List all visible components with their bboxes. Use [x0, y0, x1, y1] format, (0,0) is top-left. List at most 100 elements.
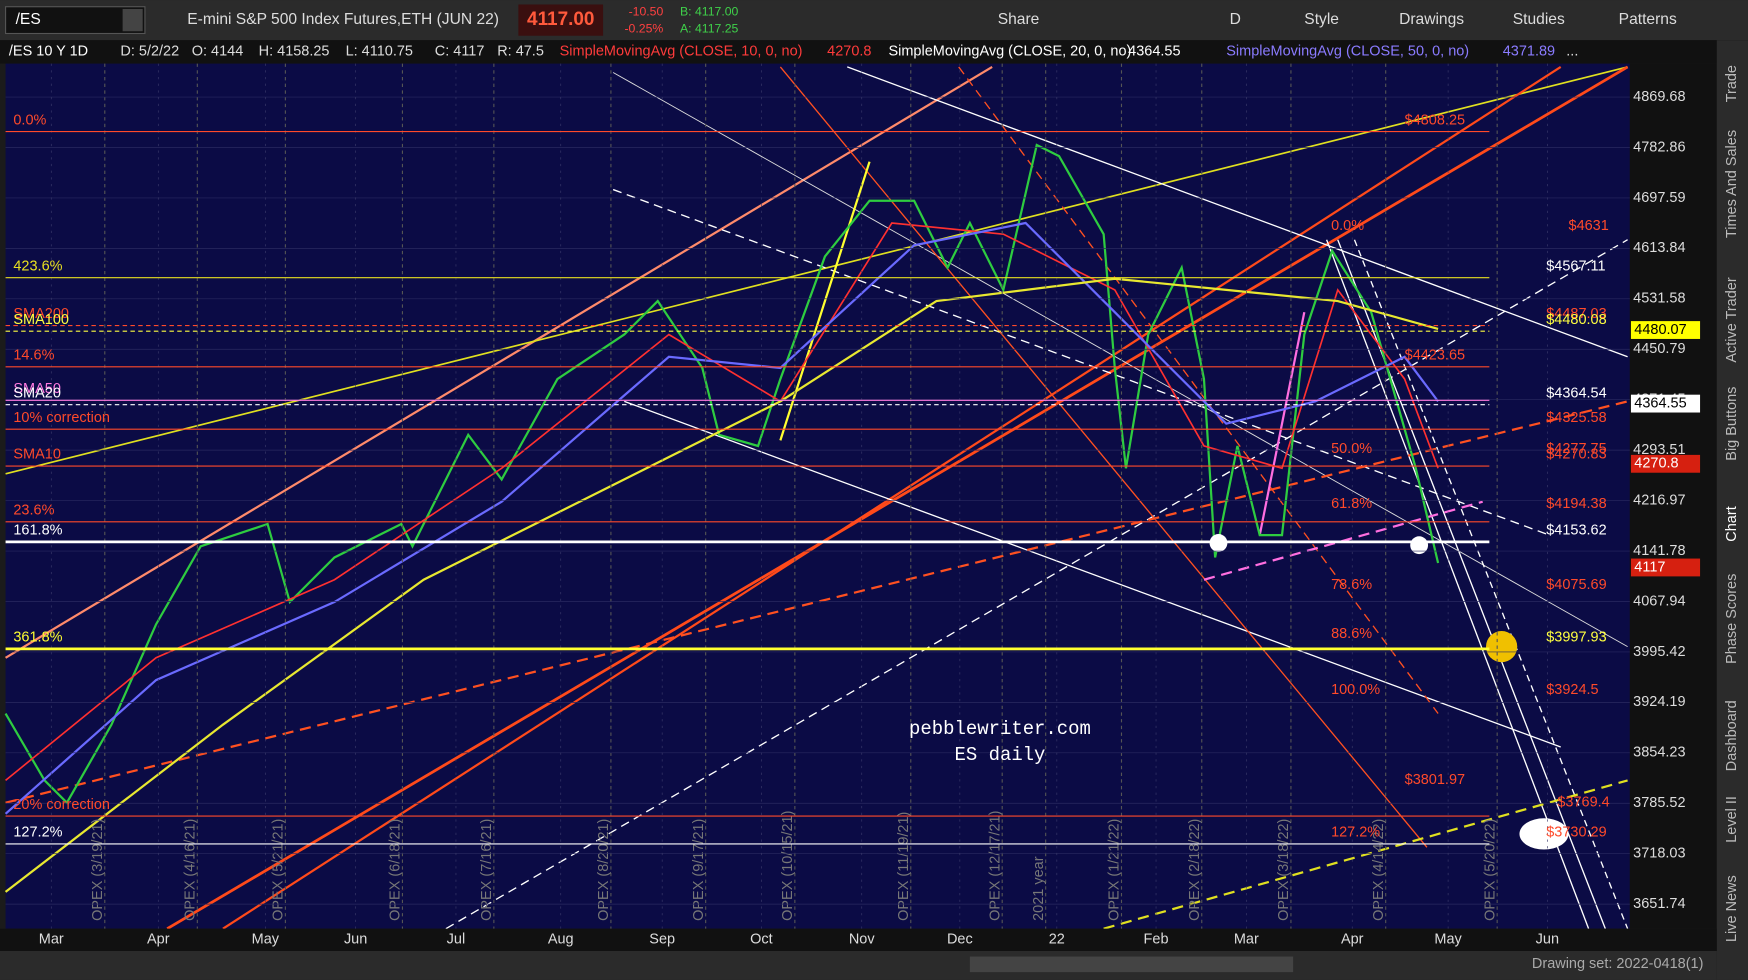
sidebar-tab[interactable]: Chart	[1724, 506, 1740, 541]
level-label: 127.2%	[13, 825, 62, 841]
level-price-label: $4631	[1569, 218, 1609, 234]
study-symbol: /ES 10 Y 1D	[9, 44, 88, 60]
price-flag	[1630, 454, 1701, 473]
study-sma50: SimpleMovingAvg (CLOSE, 50, 0, no)	[1226, 44, 1469, 60]
level-label: SMA200	[13, 306, 69, 322]
bid: B: 4117.00	[680, 5, 739, 19]
fib-label: 88.6%	[1331, 626, 1372, 642]
study-sma50-value: 4371.89	[1503, 44, 1555, 60]
level-price-label: $3730.29	[1546, 825, 1606, 841]
price-tick-label: 4450.79	[1633, 341, 1685, 357]
time-tick-label: 22	[1049, 932, 1065, 948]
study-date: D: 5/2/22	[120, 44, 179, 60]
level-price-label: $3801.97	[1405, 772, 1465, 788]
time-tick-label: Jul	[447, 932, 466, 948]
opex-label: OPEX (12/17/21)	[987, 811, 1003, 921]
trendline	[958, 66, 1439, 714]
price-flag	[1630, 394, 1701, 413]
toolbar-button-label[interactable]: Patterns	[1619, 11, 1677, 28]
level-price-label: $4194.38	[1546, 496, 1606, 512]
price-flag	[1630, 558, 1701, 577]
level-label: 10% correction	[13, 410, 110, 426]
sidebar	[1716, 40, 1748, 980]
time-tick-label: Aug	[548, 932, 574, 948]
level-price-label: $4808.25	[1405, 112, 1465, 128]
price-flag-label: 4480.07	[1634, 322, 1686, 338]
trendline	[5, 400, 1628, 804]
fib-label: 78.6%	[1331, 577, 1372, 593]
sidebar-tab[interactable]: Level II	[1724, 796, 1740, 843]
study-high: H: 4158.25	[259, 44, 330, 60]
sidebar-tab[interactable]: Big Buttons	[1724, 387, 1740, 461]
time-tick-label: Jun	[1536, 932, 1559, 948]
time-tick-label: Feb	[1144, 932, 1169, 948]
study-open: O: 4144	[192, 44, 244, 60]
level-label: 161.8%	[13, 523, 62, 539]
opex-label: OPEX (4/16/21)	[182, 819, 198, 921]
fib-label: 127.2%	[1331, 825, 1380, 841]
symbol-box[interactable]	[5, 6, 146, 35]
scrollbar[interactable]	[969, 956, 1294, 973]
level-price-label: $4270.83	[1546, 447, 1606, 463]
time-tick-label: May	[1434, 932, 1462, 948]
time-tick-label: Mar	[39, 932, 64, 948]
toolbar-button-label[interactable]: Studies	[1513, 11, 1565, 28]
toolbar-button-label[interactable]: Drawings	[1399, 11, 1464, 28]
symbol-dropdown[interactable]	[122, 8, 143, 32]
last-price-box	[518, 4, 604, 36]
opex-label: OPEX (3/19/21)	[90, 819, 106, 921]
target-marker	[1519, 818, 1569, 850]
toolbar-button-label[interactable]: Share	[998, 11, 1040, 28]
sidebar-tab[interactable]: Trade	[1724, 65, 1740, 102]
trendline	[5, 65, 993, 659]
price-tick-label: 4782.86	[1633, 139, 1685, 155]
price-flag-label: 4364.55	[1634, 395, 1686, 411]
opex-label: OPEX (6/18/21)	[388, 819, 404, 921]
study-close: C: 4117	[435, 44, 485, 60]
toolbar-button-label[interactable]: D	[1230, 11, 1241, 28]
fib-label: 50.0%	[1331, 441, 1372, 457]
level-price-label: $3769.4	[1557, 795, 1609, 811]
time-tick-label: Apr	[147, 932, 170, 948]
fib-label: 100.0%	[1331, 682, 1380, 698]
sidebar-tab[interactable]: Active Trader	[1724, 277, 1740, 363]
level-price-label: $4480.08	[1546, 312, 1606, 328]
trendline	[166, 65, 1629, 930]
sidebar-tab[interactable]: Times And Sales	[1724, 130, 1740, 238]
level-label: SMA10	[13, 447, 61, 463]
toolbar-button-label[interactable]: Style	[1304, 11, 1339, 28]
sidebar-tab[interactable]: Dashboard	[1724, 700, 1740, 771]
ask: A: 4117.25	[680, 21, 739, 35]
price-tick-label: 4697.59	[1633, 190, 1685, 206]
change-pct: -0.25%	[624, 21, 663, 35]
time-tick-label: Apr	[1341, 932, 1364, 948]
drawings	[4, 65, 1629, 930]
sidebar-tab[interactable]: Phase Scores	[1724, 574, 1740, 664]
price-tick-label: 3651.74	[1633, 896, 1685, 912]
trendline	[779, 66, 1428, 848]
time-axis	[0, 928, 1717, 951]
study-range: R: 47.5	[497, 44, 544, 60]
study-sma20: SimpleMovingAvg (CLOSE, 20, 0, no)	[888, 44, 1131, 60]
trendline	[222, 65, 1562, 930]
symbol: /ES	[16, 11, 41, 28]
time-tick-label: Jun	[344, 932, 367, 948]
level-price-label: $3997.93	[1546, 630, 1606, 646]
opex-label: OPEX (11/19/21)	[896, 812, 912, 921]
sidebar-tab[interactable]: Live News	[1724, 875, 1740, 942]
trendline	[624, 400, 1561, 748]
price-trace	[4, 143, 1440, 805]
price-tick-label: 4141.78	[1633, 543, 1685, 559]
opex-label: OPEX (5/20/22)	[1482, 819, 1498, 921]
opex-label: OPEX (1/21/22)	[1107, 819, 1123, 921]
trendline	[5, 66, 1628, 475]
price-flag	[1630, 321, 1701, 339]
level-price-label: $4423.65	[1405, 347, 1465, 363]
price-axis	[1629, 63, 1717, 929]
level-price-label: $3924.5	[1546, 682, 1598, 698]
drawing-set: Drawing set: 2022-0418(1)	[1532, 956, 1704, 972]
level-label: SMA50	[13, 381, 61, 397]
pivot-marker	[1410, 536, 1429, 555]
time-tick-label: Mar	[1234, 932, 1259, 948]
